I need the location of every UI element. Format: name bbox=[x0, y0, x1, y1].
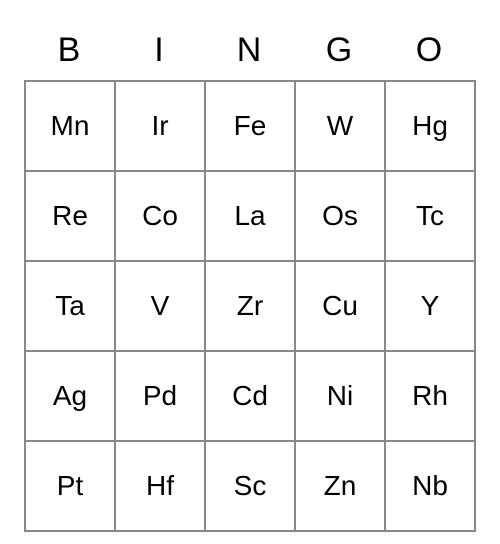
bingo-cell[interactable]: Pd bbox=[115, 351, 205, 441]
bingo-cell[interactable]: Nb bbox=[385, 441, 475, 531]
bingo-cell[interactable]: Hf bbox=[115, 441, 205, 531]
bingo-cell[interactable]: V bbox=[115, 261, 205, 351]
bingo-cell[interactable]: Pt bbox=[25, 441, 115, 531]
bingo-cell[interactable]: Cd bbox=[205, 351, 295, 441]
bingo-header-cell: B bbox=[24, 20, 114, 80]
bingo-cell[interactable]: Ir bbox=[115, 81, 205, 171]
bingo-cell[interactable]: Co bbox=[115, 171, 205, 261]
bingo-cell[interactable]: Ni bbox=[295, 351, 385, 441]
bingo-cell[interactable]: La bbox=[205, 171, 295, 261]
bingo-cell[interactable]: Os bbox=[295, 171, 385, 261]
bingo-grid: Mn Ir Fe W Hg Re Co La Os Tc Ta V Zr Cu … bbox=[24, 80, 476, 532]
bingo-cell[interactable]: Zr bbox=[205, 261, 295, 351]
bingo-header-cell: I bbox=[114, 20, 204, 80]
bingo-header-row: B I N G O bbox=[24, 20, 476, 80]
bingo-cell[interactable]: Rh bbox=[385, 351, 475, 441]
bingo-cell[interactable]: Sc bbox=[205, 441, 295, 531]
bingo-card: B I N G O Mn Ir Fe W Hg Re Co La Os Tc T… bbox=[24, 20, 476, 532]
bingo-cell[interactable]: Mn bbox=[25, 81, 115, 171]
bingo-cell[interactable]: Tc bbox=[385, 171, 475, 261]
bingo-cell[interactable]: Y bbox=[385, 261, 475, 351]
bingo-cell[interactable]: Fe bbox=[205, 81, 295, 171]
bingo-cell[interactable]: Cu bbox=[295, 261, 385, 351]
bingo-cell[interactable]: Zn bbox=[295, 441, 385, 531]
bingo-header-cell: N bbox=[204, 20, 294, 80]
bingo-cell[interactable]: Hg bbox=[385, 81, 475, 171]
bingo-cell[interactable]: Ag bbox=[25, 351, 115, 441]
bingo-cell[interactable]: Re bbox=[25, 171, 115, 261]
bingo-header-cell: G bbox=[294, 20, 384, 80]
bingo-cell[interactable]: Ta bbox=[25, 261, 115, 351]
bingo-cell[interactable]: W bbox=[295, 81, 385, 171]
bingo-header-cell: O bbox=[384, 20, 474, 80]
